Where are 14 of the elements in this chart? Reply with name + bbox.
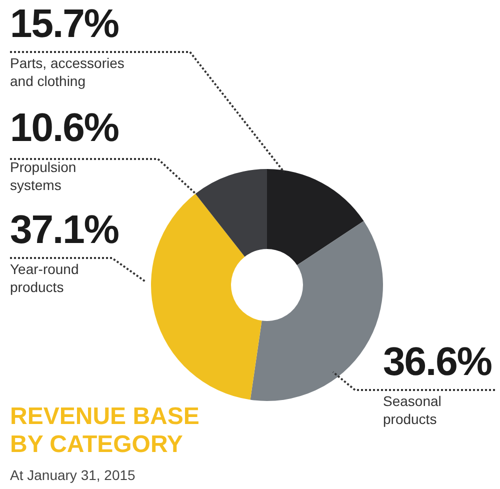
donut-slice	[195, 169, 267, 257]
slice-label: Parts, accessories and clothing	[10, 54, 126, 90]
slice-label: Year-round products	[10, 260, 80, 296]
slice-label: Seasonal products	[383, 392, 442, 428]
data-label: 36.6%	[383, 339, 492, 386]
donut-slice	[267, 169, 364, 266]
slice-label: Propulsion systems	[10, 158, 78, 194]
donut-slice	[151, 194, 262, 400]
data-label: 37.1%	[10, 207, 120, 254]
data-label: 15.7%	[10, 1, 120, 48]
data-label: 10.6%	[10, 105, 118, 152]
text: REVENUE BASE BY CATEGORY	[10, 403, 200, 459]
text: At January 31, 2015	[10, 467, 136, 483]
donut-slice	[250, 221, 383, 401]
